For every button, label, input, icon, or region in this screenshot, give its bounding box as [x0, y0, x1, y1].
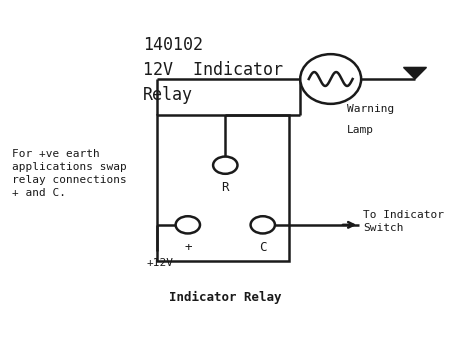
Bar — [157, 116, 289, 261]
Text: For +ve earth
applications swap
relay connections
+ and C.: For +ve earth applications swap relay co… — [12, 149, 127, 198]
Circle shape — [251, 216, 275, 234]
Text: 140102
12V  Indicator
Relay: 140102 12V Indicator Relay — [143, 36, 283, 104]
Text: Indicator Relay: Indicator Relay — [169, 291, 282, 304]
Text: C: C — [259, 241, 266, 254]
Text: +12V: +12V — [146, 258, 173, 268]
Text: Lamp: Lamp — [347, 125, 374, 135]
Circle shape — [176, 216, 200, 234]
Text: R: R — [221, 181, 229, 194]
Text: To Indicator
Switch: To Indicator Switch — [364, 210, 445, 233]
Text: +: + — [184, 241, 191, 254]
Polygon shape — [403, 67, 427, 79]
Text: Warning: Warning — [347, 104, 394, 114]
Ellipse shape — [300, 54, 361, 104]
Circle shape — [213, 157, 237, 174]
